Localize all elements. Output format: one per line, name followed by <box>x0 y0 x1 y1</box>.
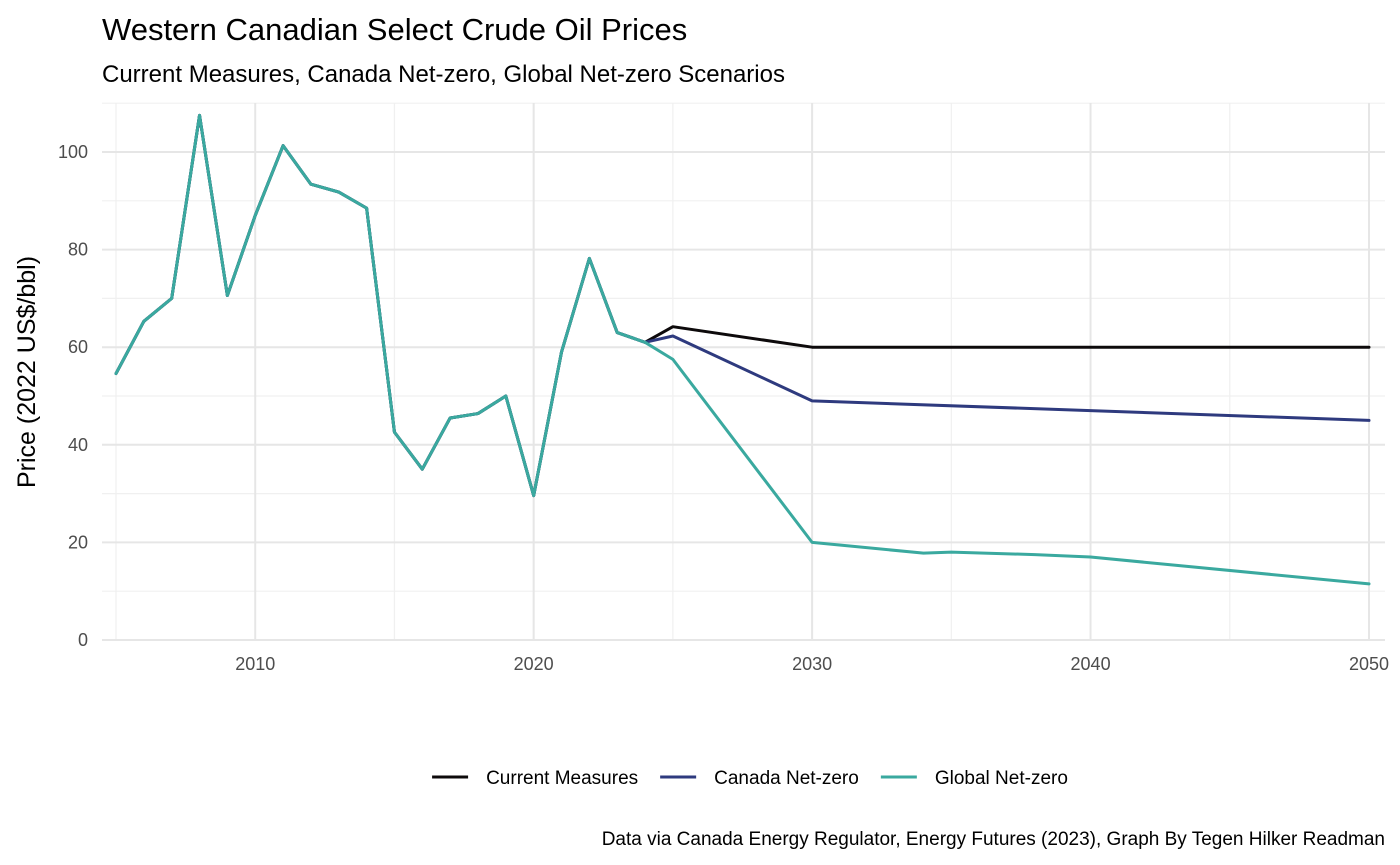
series-lines <box>114 113 1371 586</box>
y-axis-label: Price (2022 US$/bbl) <box>13 256 41 488</box>
y-tick-label: 40 <box>68 435 88 455</box>
legend-label-global-net-zero: Global Net-zero <box>935 768 1068 789</box>
chart-title: Western Canadian Select Crude Oil Prices <box>102 12 687 47</box>
grid <box>102 102 1385 641</box>
y-tick-label: 100 <box>58 142 88 162</box>
legend: Current Measures Canada Net-zero Global Ne… <box>432 768 1068 789</box>
legend-label-current-measures: Current Measures <box>486 768 638 789</box>
y-tick-label: 60 <box>68 337 88 357</box>
series-line-global-net-zero <box>114 113 1371 586</box>
y-tick-label: 20 <box>68 532 88 552</box>
y-tick-label: 80 <box>68 240 88 260</box>
y-tick-label: 0 <box>78 630 88 650</box>
x-axis-ticks: 2010 2020 2030 2040 2050 <box>235 654 1389 674</box>
x-tick-label: 2040 <box>1071 654 1111 674</box>
legend-label-canada-net-zero: Canada Net-zero <box>714 768 859 789</box>
x-tick-label: 2030 <box>792 654 832 674</box>
x-tick-label: 2010 <box>235 654 275 674</box>
chart-subtitle: Current Measures, Canada Net-zero, Globa… <box>102 61 785 88</box>
chart-caption: Data via Canada Energy Regulator, Energy… <box>602 829 1385 850</box>
x-tick-label: 2050 <box>1349 654 1389 674</box>
x-tick-label: 2020 <box>514 654 554 674</box>
y-axis-ticks: 0 20 40 60 80 100 <box>58 142 88 650</box>
